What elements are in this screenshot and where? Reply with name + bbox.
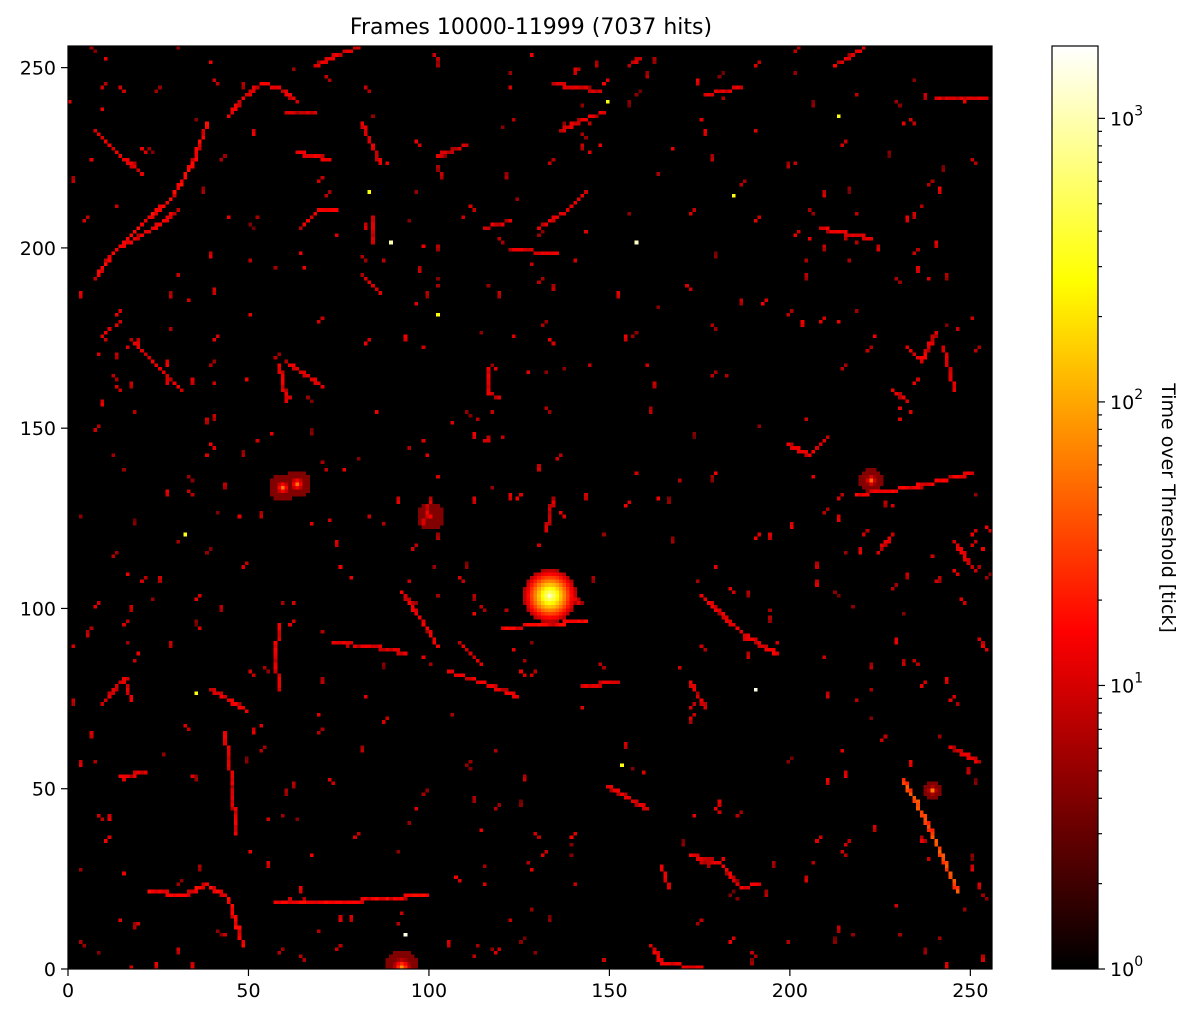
y-tick-label: 200 bbox=[20, 238, 56, 260]
x-tick-label: 150 bbox=[591, 980, 627, 1002]
y-axis: 0 50 100 150 200 250 bbox=[20, 58, 68, 981]
colorbar-tick-exponent: 1 bbox=[1134, 670, 1143, 686]
colorbar-tick-exponent: 2 bbox=[1134, 387, 1143, 403]
y-tick-label: 0 bbox=[44, 959, 56, 981]
y-tick-label: 100 bbox=[20, 598, 56, 620]
colorbar-label: Time over Threshold [tick] bbox=[1157, 382, 1179, 633]
colorbar-tick-label: 101 bbox=[1110, 670, 1143, 697]
colorbar-tick-label: 102 bbox=[1110, 387, 1143, 414]
x-tick-label: 250 bbox=[952, 980, 988, 1002]
chart-title: Frames 10000-11999 (7037 hits) bbox=[350, 15, 712, 40]
x-tick-label: 200 bbox=[772, 980, 808, 1002]
x-axis: 0 50 100 150 200 250 bbox=[62, 969, 988, 1002]
colorbar-tick-label: 103 bbox=[1110, 103, 1143, 130]
y-tick-label: 250 bbox=[20, 58, 56, 80]
colorbar-tick-base: 10 bbox=[1110, 392, 1134, 414]
colorbar-tick-base: 10 bbox=[1110, 675, 1134, 697]
heatmap-pixels bbox=[68, 46, 992, 969]
x-tick-label: 100 bbox=[411, 980, 447, 1002]
colorbar-gradient bbox=[1052, 46, 1098, 969]
colorbar-tick-exponent: 0 bbox=[1134, 954, 1143, 970]
x-tick-label: 50 bbox=[236, 980, 260, 1002]
colorbar-frame bbox=[1051, 45, 1099, 970]
colorbar-tick-exponent: 3 bbox=[1134, 103, 1143, 119]
y-tick-label: 50 bbox=[32, 779, 56, 801]
plot-frame bbox=[67, 45, 993, 970]
colorbar-tick-label: 100 bbox=[1110, 954, 1143, 981]
x-tick-label: 0 bbox=[62, 980, 74, 1002]
heatmap-image bbox=[68, 46, 992, 969]
colorbar-tick-base: 10 bbox=[1110, 108, 1134, 130]
y-tick-label: 150 bbox=[20, 418, 56, 440]
colorbar-tick-base: 10 bbox=[1110, 959, 1134, 981]
